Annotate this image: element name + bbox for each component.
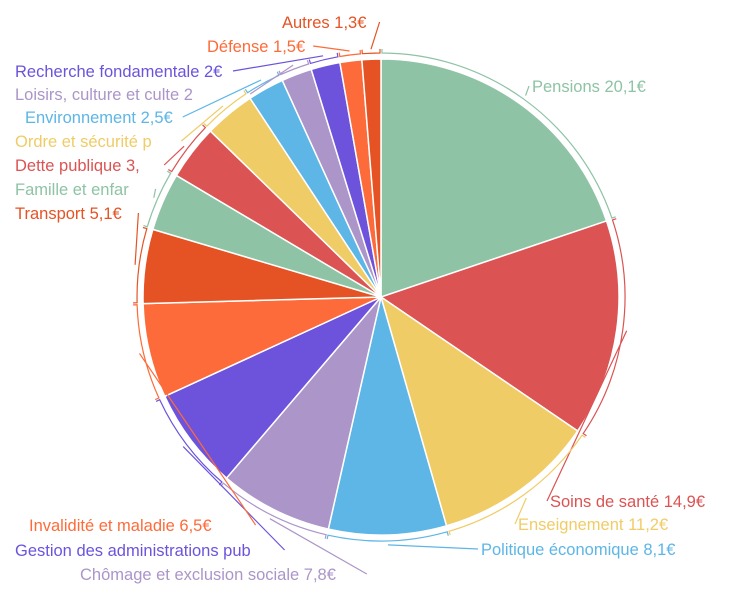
leader-lines [133, 21, 628, 575]
slice-autres [361, 58, 382, 298]
leader-autres [361, 21, 381, 55]
label-recherche-fondamentale: Recherche fondamentale 2€ [15, 63, 222, 81]
label-defense: Défense 1,5€ [207, 38, 305, 56]
label-politique-economique: Politique économique 8,1€ [481, 541, 675, 559]
leader-politique-economique [326, 531, 479, 550]
leader-gestion-des-administrations-pub [155, 398, 286, 551]
leader-ordre-et-securite-p [181, 90, 247, 142]
leader-dette-publique [163, 124, 207, 173]
leader-enseignement [448, 434, 586, 536]
label-pensions: Pensions 20,1€ [532, 78, 646, 96]
label-enseignement: Enseignement 11,2€ [518, 516, 668, 534]
leader-defense [313, 45, 362, 58]
leader-famille-et-enfar [143, 170, 172, 228]
slice-labels: Pensions 20,1€ Soins de santé 14,9€ Enseig… [15, 14, 705, 584]
label-environnement: Environnement 2,5€ [25, 109, 173, 127]
label-transport: Transport 5,1€ [15, 205, 122, 223]
leader-loisirs-culture-et-culte [249, 60, 310, 95]
slice-politique-economique [327, 296, 448, 536]
label-ordre-et-securite-p: Ordre et sécurité p [15, 133, 152, 151]
slice-pensions [380, 58, 608, 299]
leader-invalidite-et-maladie [133, 304, 257, 526]
leader-chomage-et-exclusion-sociale [220, 482, 368, 575]
leader-soins-de-sante [546, 218, 628, 502]
label-loisirs-culture-et-culte: Loisirs, culture et culte 2 [15, 86, 193, 104]
leader-recherche-fondamentale [232, 52, 339, 72]
label-autres: Autres 1,3€ [282, 14, 366, 32]
leader-pensions [381, 49, 616, 219]
leader-environnement [182, 71, 280, 118]
label-famille-et-enfar: Famille et enfar [15, 181, 129, 199]
label-soins-de-sante: Soins de santé 14,9€ [550, 493, 705, 511]
slice-chomage-et-exclusion-sociale [225, 296, 382, 530]
label-gestion-des-administrations-pub: Gestion des administrations pub [15, 542, 251, 560]
leader-transport [133, 212, 148, 304]
label-chomage-et-exclusion-sociale: Chômage et exclusion sociale 7,8€ [80, 566, 336, 584]
pie-slices [142, 58, 620, 536]
slice-gestion-des-administrations-pub [163, 296, 382, 480]
label-invalidite-et-maladie: Invalidité et maladie 6,5€ [29, 517, 212, 535]
label-dette-publique: Dette publique 3, [15, 157, 140, 175]
